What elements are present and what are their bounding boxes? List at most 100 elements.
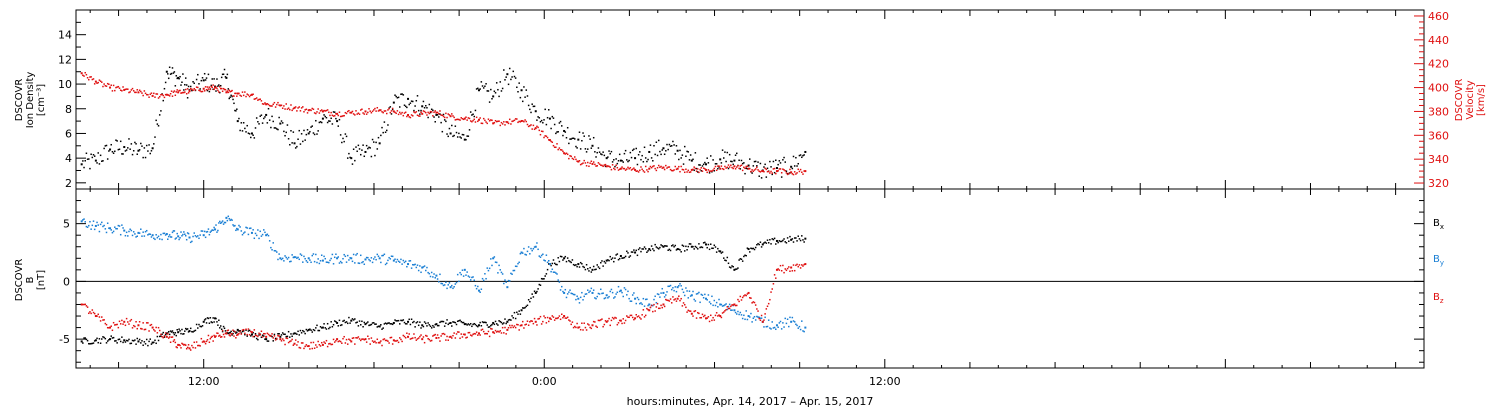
- ion-density-sample: [789, 172, 791, 174]
- bx-sample: [694, 245, 697, 248]
- bx-sample: [629, 255, 632, 257]
- velocity-sample: [663, 168, 666, 171]
- velocity-point: [477, 118, 480, 121]
- velocity-sample: [454, 119, 457, 121]
- ion-density-sample: [155, 119, 157, 122]
- by-sample: [224, 221, 227, 224]
- bx-sample: [145, 338, 148, 341]
- bz-sample: [409, 338, 412, 340]
- velocity-point: [225, 91, 228, 94]
- bz-sample: [649, 306, 652, 309]
- bz-sample: [375, 342, 377, 344]
- bx-sample: [488, 326, 491, 328]
- ion-density-sample: [101, 160, 103, 162]
- ion-density-sample: [654, 153, 656, 156]
- bx-sample: [767, 242, 770, 244]
- ion-density-sample: [369, 147, 371, 149]
- bz-sample: [462, 333, 465, 336]
- by-sample: [514, 265, 517, 268]
- bx-sample: [191, 330, 193, 333]
- by-sample: [219, 222, 222, 224]
- bz-sample: [170, 336, 173, 338]
- by-sample: [784, 317, 786, 320]
- velocity-sample: [414, 111, 416, 114]
- ion-density-sample: [187, 85, 190, 88]
- bz-sample: [235, 337, 237, 339]
- bz-sample: [395, 340, 397, 342]
- bx-sample: [765, 242, 768, 244]
- bz-point: [634, 317, 637, 320]
- ion-density-sample: [316, 133, 318, 135]
- by-sample: [782, 322, 784, 324]
- by-sample: [345, 261, 348, 263]
- bz-sample: [759, 319, 762, 321]
- by-sample: [746, 318, 749, 321]
- bz-sample: [281, 338, 284, 340]
- bx-sample: [751, 247, 753, 250]
- ion-density-sample: [433, 116, 435, 118]
- velocity-sample: [465, 116, 467, 118]
- ion-density-point: [648, 150, 651, 153]
- ion-density-sample: [438, 116, 440, 118]
- velocity-sample: [622, 167, 624, 170]
- velocity-sample: [432, 115, 434, 117]
- velocity-sample: [715, 169, 718, 172]
- bz-sample: [749, 297, 751, 299]
- bx-point: [520, 309, 523, 312]
- by-sample: [578, 302, 581, 304]
- bx-sample: [420, 327, 422, 329]
- by-sample: [635, 302, 637, 305]
- by-sample: [136, 235, 139, 237]
- bx-sample: [610, 258, 613, 261]
- bz-sample: [583, 322, 585, 324]
- by-sample: [286, 258, 289, 260]
- by-sample: [709, 302, 712, 305]
- velocity-sample: [143, 90, 146, 92]
- velocity-sample: [200, 90, 203, 93]
- ion-density-sample: [777, 163, 779, 166]
- bz-sample: [315, 344, 317, 346]
- by-point: [80, 220, 83, 223]
- bz-sample: [445, 339, 447, 341]
- velocity-sample: [207, 88, 210, 90]
- bx-point: [492, 321, 495, 324]
- bz-sample: [272, 337, 274, 339]
- velocity-sample: [412, 115, 414, 117]
- bz-sample: [454, 337, 457, 339]
- bx-sample: [332, 323, 335, 326]
- by-point: [548, 263, 551, 266]
- ion-density-sample: [743, 162, 745, 164]
- ion-density-sample: [494, 92, 497, 94]
- by-point: [250, 231, 253, 234]
- bz-sample: [129, 320, 131, 322]
- bx-sample: [219, 327, 221, 329]
- bz-sample: [670, 302, 673, 304]
- by-sample: [346, 254, 349, 257]
- bx-sample: [618, 257, 621, 260]
- by-sample: [406, 265, 408, 268]
- bx-sample: [572, 263, 575, 266]
- ion-density-sample: [704, 161, 706, 164]
- by-sample: [485, 277, 487, 280]
- velocity-sample: [708, 170, 711, 173]
- velocity-sample: [172, 91, 175, 93]
- by-sample: [536, 242, 538, 244]
- by-sample: [477, 285, 479, 288]
- bx-sample: [597, 266, 600, 268]
- by-sample: [558, 281, 561, 283]
- by-sample: [539, 256, 542, 258]
- bx-sample: [471, 325, 473, 328]
- velocity-sample: [798, 170, 801, 173]
- bz-sample: [704, 314, 706, 317]
- bx-sample: [695, 246, 698, 249]
- ion-density-sample: [568, 142, 570, 145]
- bx-sample: [547, 263, 550, 265]
- bx-sample: [333, 320, 336, 322]
- bz-point: [188, 347, 191, 350]
- velocity-sample: [574, 156, 576, 158]
- by-sample: [797, 327, 799, 329]
- bz-sample: [122, 323, 124, 325]
- ion-density-sample: [536, 119, 538, 121]
- velocity-sample: [771, 172, 773, 174]
- velocity-sample: [167, 94, 170, 96]
